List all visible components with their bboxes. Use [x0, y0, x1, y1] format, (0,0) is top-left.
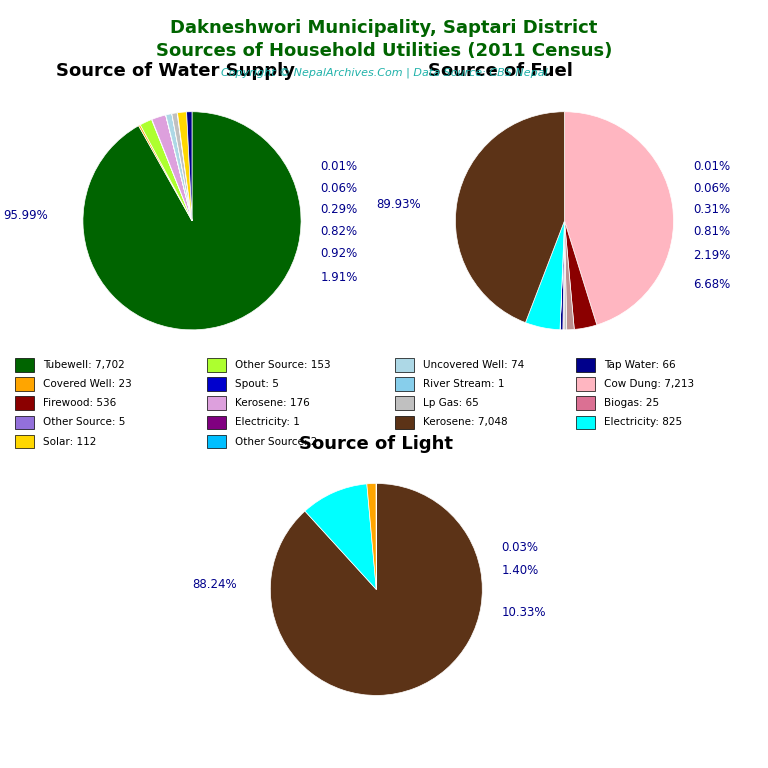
Text: 10.33%: 10.33%: [502, 606, 546, 619]
Text: Kerosene: 176: Kerosene: 176: [235, 398, 310, 409]
Text: Electricity: 1: Electricity: 1: [235, 417, 300, 428]
Bar: [207, 415, 226, 429]
Wedge shape: [152, 115, 192, 221]
Text: 95.99%: 95.99%: [3, 209, 48, 222]
Text: Copyright © NepalArchives.Com | Data Source: CBS Nepal: Copyright © NepalArchives.Com | Data Sou…: [220, 68, 548, 78]
Text: River Stream: 1: River Stream: 1: [423, 379, 505, 389]
Bar: [576, 358, 594, 372]
Text: Other Source: 2: Other Source: 2: [235, 436, 317, 447]
Wedge shape: [563, 221, 564, 329]
Text: 0.01%: 0.01%: [321, 160, 358, 173]
Text: 0.81%: 0.81%: [694, 225, 730, 238]
Bar: [576, 396, 594, 410]
Text: Tap Water: 66: Tap Water: 66: [604, 359, 675, 370]
Text: Tubewell: 7,702: Tubewell: 7,702: [43, 359, 125, 370]
Text: Kerosene: 7,048: Kerosene: 7,048: [423, 417, 508, 428]
Text: 89.93%: 89.93%: [376, 198, 421, 211]
Text: 88.24%: 88.24%: [192, 578, 237, 591]
Text: Other Source: 153: Other Source: 153: [235, 359, 330, 370]
Wedge shape: [166, 115, 192, 221]
Wedge shape: [367, 484, 376, 590]
Text: Dakneshwori Municipality, Saptari District: Dakneshwori Municipality, Saptari Distri…: [170, 19, 598, 37]
Bar: [396, 377, 414, 391]
Text: Firewood: 536: Firewood: 536: [43, 398, 116, 409]
Wedge shape: [166, 114, 192, 221]
Wedge shape: [525, 221, 564, 329]
Bar: [15, 396, 34, 410]
Wedge shape: [151, 119, 192, 221]
Wedge shape: [564, 111, 674, 325]
Wedge shape: [564, 221, 567, 330]
Bar: [207, 358, 226, 372]
Text: Sources of Household Utilities (2011 Census): Sources of Household Utilities (2011 Cen…: [156, 42, 612, 60]
Text: 0.31%: 0.31%: [694, 204, 730, 217]
Text: Source of Fuel: Source of Fuel: [428, 62, 573, 80]
Text: 0.01%: 0.01%: [694, 160, 730, 173]
Wedge shape: [166, 115, 192, 221]
Bar: [396, 415, 414, 429]
Wedge shape: [564, 221, 597, 329]
Bar: [207, 396, 226, 410]
Text: 0.92%: 0.92%: [321, 247, 358, 260]
Text: Solar: 112: Solar: 112: [43, 436, 97, 447]
Wedge shape: [83, 111, 301, 329]
Wedge shape: [141, 120, 192, 221]
Wedge shape: [172, 113, 192, 221]
Text: 0.82%: 0.82%: [321, 225, 358, 238]
Text: 1.40%: 1.40%: [502, 564, 538, 577]
Text: Lp Gas: 65: Lp Gas: 65: [423, 398, 479, 409]
Bar: [576, 415, 594, 429]
Text: Source of Water Supply: Source of Water Supply: [55, 62, 295, 80]
Wedge shape: [560, 221, 564, 329]
Wedge shape: [177, 112, 192, 221]
Text: Biogas: 25: Biogas: 25: [604, 398, 659, 409]
Text: Covered Well: 23: Covered Well: 23: [43, 379, 132, 389]
Text: Electricity: 825: Electricity: 825: [604, 417, 682, 428]
Bar: [396, 358, 414, 372]
Bar: [15, 358, 34, 372]
Text: Other Source: 5: Other Source: 5: [43, 417, 125, 428]
Text: 1.91%: 1.91%: [321, 271, 358, 284]
Bar: [15, 435, 34, 449]
Text: 6.68%: 6.68%: [694, 277, 730, 290]
Text: 0.29%: 0.29%: [321, 204, 358, 217]
Text: 2.19%: 2.19%: [694, 249, 730, 262]
Bar: [396, 396, 414, 410]
Wedge shape: [305, 484, 376, 590]
Bar: [207, 377, 226, 391]
Wedge shape: [560, 221, 564, 329]
Wedge shape: [270, 484, 482, 695]
Bar: [15, 415, 34, 429]
Text: Spout: 5: Spout: 5: [235, 379, 279, 389]
Wedge shape: [177, 113, 192, 221]
Wedge shape: [172, 114, 192, 221]
Text: Uncovered Well: 74: Uncovered Well: 74: [423, 359, 525, 370]
Wedge shape: [138, 125, 192, 221]
Wedge shape: [187, 111, 192, 221]
Text: Cow Dung: 7,213: Cow Dung: 7,213: [604, 379, 694, 389]
Text: 0.06%: 0.06%: [321, 181, 358, 194]
Wedge shape: [455, 111, 564, 323]
Wedge shape: [564, 221, 574, 329]
Text: 0.03%: 0.03%: [502, 541, 538, 554]
Text: 0.06%: 0.06%: [694, 181, 730, 194]
Bar: [576, 377, 594, 391]
Bar: [15, 377, 34, 391]
Bar: [207, 435, 226, 449]
Title: Source of Light: Source of Light: [300, 435, 453, 452]
